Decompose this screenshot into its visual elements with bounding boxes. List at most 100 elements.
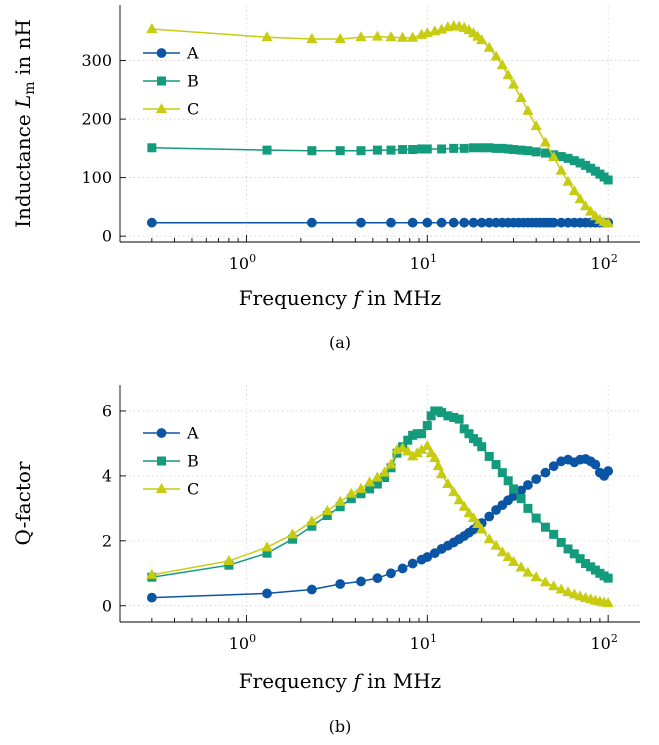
data-point-A xyxy=(407,217,418,228)
x-tick-label: 100 xyxy=(229,252,256,273)
data-point-C xyxy=(378,466,391,477)
data-point-C xyxy=(453,494,465,505)
data-point-B xyxy=(422,144,432,154)
y-tick-label: 200 xyxy=(81,110,112,129)
data-point-C xyxy=(458,500,470,511)
data-point-B xyxy=(417,429,427,439)
data-point-A xyxy=(372,573,383,584)
data-point-B xyxy=(603,175,613,185)
data-point-C xyxy=(442,477,454,489)
data-point-C xyxy=(502,551,514,562)
data-point-C xyxy=(602,597,614,608)
data-point-B xyxy=(531,513,541,523)
data-point-C xyxy=(568,588,580,599)
legend-label-A: A xyxy=(186,424,199,443)
data-point-C xyxy=(515,92,527,103)
data-point-C xyxy=(402,445,414,456)
legend: ABC xyxy=(143,424,199,499)
data-point-C xyxy=(548,580,560,591)
data-point-C xyxy=(321,504,333,515)
data-point-A xyxy=(422,217,433,228)
data-point-C xyxy=(436,468,448,479)
data-point-B xyxy=(147,143,157,153)
data-point-B xyxy=(491,460,501,470)
data-point-A xyxy=(603,466,614,476)
data-point-A xyxy=(306,217,317,228)
data-point-B xyxy=(540,522,550,532)
data-point-B xyxy=(335,146,345,156)
data-point-C xyxy=(306,515,318,526)
data-point-C xyxy=(467,512,480,523)
data-point-B xyxy=(422,421,432,431)
data-point-C xyxy=(522,566,534,577)
data-point-C xyxy=(555,583,567,594)
data-point-C xyxy=(476,34,488,45)
data-point-C xyxy=(476,523,488,534)
data-point-A xyxy=(468,217,479,228)
legend-label-A: A xyxy=(186,44,199,63)
data-point-A xyxy=(407,558,418,569)
data-point-C xyxy=(490,50,502,61)
chart-panel-a: 100 101 102 0 100 200 300 Frequency f in MHz Ind… xyxy=(11,5,640,352)
chart-panel-b: 100 101 102 0 2 4 6 Frequency f in MHz Q-factor A… xyxy=(11,385,640,736)
data-point-C xyxy=(562,586,574,597)
data-point-B xyxy=(549,529,559,539)
data-point-C xyxy=(146,22,158,33)
y-axis-label: Inductance Lm in nH xyxy=(11,19,38,228)
legend-label-B: B xyxy=(187,72,199,91)
x-tick-label: 102 xyxy=(590,252,617,273)
data-point-B xyxy=(398,145,408,155)
legend-label-C: C xyxy=(187,480,199,499)
caption: (a) xyxy=(329,333,351,352)
data-point-C xyxy=(146,568,158,579)
data-point-C xyxy=(496,546,508,557)
data-point-C xyxy=(496,59,508,70)
data-point-B xyxy=(307,146,317,156)
data-point-C xyxy=(429,452,441,463)
y-tick-label: 0 xyxy=(102,227,112,246)
data-point-B xyxy=(356,146,366,156)
series-C xyxy=(146,440,614,608)
data-point-C xyxy=(448,486,460,497)
legend-marker-B xyxy=(157,456,166,466)
y-axis-label: Q-factor xyxy=(11,461,35,545)
data-point-C xyxy=(530,120,542,131)
data-point-B xyxy=(523,503,533,513)
data-point-B xyxy=(569,549,579,559)
data-point-C xyxy=(364,476,376,487)
data-point-A xyxy=(356,217,366,228)
data-point-B xyxy=(437,144,447,154)
data-point-C xyxy=(421,440,433,451)
data-point-C xyxy=(548,151,560,162)
legend-label-C: C xyxy=(187,100,199,119)
data-point-C xyxy=(522,104,534,115)
data-point-A xyxy=(459,217,470,228)
data-point-C xyxy=(562,175,574,186)
legend-marker-C xyxy=(155,482,168,493)
data-point-A xyxy=(484,511,495,522)
data-point-A xyxy=(335,579,346,589)
data-point-B xyxy=(262,145,272,155)
legend-marker-A xyxy=(156,428,167,438)
data-point-B xyxy=(484,451,494,461)
data-point-C xyxy=(261,541,273,552)
data-point-B xyxy=(386,145,396,155)
data-point-B xyxy=(575,554,585,564)
data-point-B xyxy=(509,484,519,494)
legend-marker-B xyxy=(157,76,166,86)
caption: (b) xyxy=(329,717,352,736)
data-point-B xyxy=(503,476,513,486)
data-point-C xyxy=(385,458,397,469)
x-axis-label: Frequency f in MHz xyxy=(239,669,441,693)
series-B xyxy=(147,406,613,583)
data-point-A xyxy=(436,217,447,228)
data-point-C xyxy=(507,78,520,89)
data-point-A xyxy=(397,563,408,574)
data-point-A xyxy=(523,480,533,490)
x-tick-label: 100 xyxy=(229,632,256,653)
data-point-A xyxy=(448,217,459,228)
data-point-C xyxy=(502,69,514,80)
y-tick-label: 2 xyxy=(102,531,112,550)
x-axis-label: Frequency f in MHz xyxy=(239,286,441,310)
